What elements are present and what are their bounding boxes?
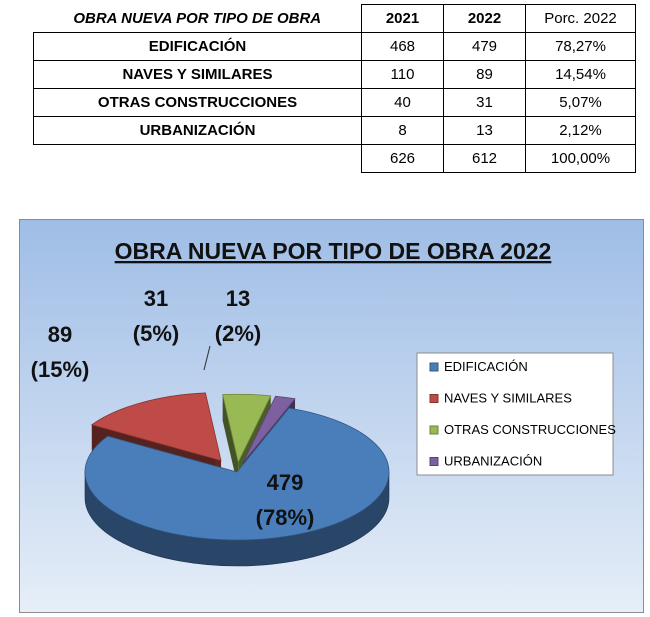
table-totals-row: 626 612 100,00% <box>34 144 636 173</box>
table-row: EDIFICACIÓN 468 479 78,27% <box>33 32 636 61</box>
data-label-value: 89 <box>48 322 72 347</box>
data-label-otras-construcciones: 31 (5%) <box>133 286 179 346</box>
data-label-percent: (5%) <box>133 321 179 346</box>
legend-label: EDIFICACIÓN <box>444 359 528 374</box>
legend-label: URBANIZACIÓN <box>444 454 542 469</box>
data-label-value: 31 <box>144 286 168 311</box>
cell-2022: 479 <box>443 32 526 61</box>
pie-slices <box>84 392 390 567</box>
row-label: EDIFICACIÓN <box>33 32 362 61</box>
legend-swatch <box>429 394 439 403</box>
chart-title: OBRA NUEVA POR TIPO DE OBRA 2022 <box>115 238 552 264</box>
data-label-percent: (78%) <box>256 505 315 530</box>
cell-percent: 78,27% <box>525 32 636 61</box>
pie-chart-svg: OBRA NUEVA POR TIPO DE OBRA 2022 479 (78%… <box>20 220 643 612</box>
cell-2021: 468 <box>361 32 444 61</box>
table-header-row: OBRA NUEVA POR TIPO DE OBRA 2021 2022 Po… <box>34 4 636 33</box>
cell-percent: 2,12% <box>525 116 636 145</box>
cell-2022: 13 <box>443 116 526 145</box>
col-header-2021: 2021 <box>361 4 444 33</box>
cell-2021: 8 <box>361 116 444 145</box>
total-percent: 100,00% <box>525 144 636 173</box>
total-2021: 626 <box>361 144 444 173</box>
data-labels: 479 (78%) 89 (15%) 31 (5%) 13 (2%) <box>31 286 315 530</box>
cell-2021: 110 <box>361 60 444 89</box>
col-header-percent: Porc. 2022 <box>525 4 636 33</box>
cell-percent: 5,07% <box>525 88 636 117</box>
data-label-value: 13 <box>226 286 250 311</box>
table-title: OBRA NUEVA POR TIPO DE OBRA <box>73 9 322 27</box>
leader-line <box>203 345 211 371</box>
legend-swatch <box>429 425 439 435</box>
cell-2022: 89 <box>443 60 526 89</box>
row-label: OTRAS CONSTRUCCIONES <box>33 88 362 117</box>
legend-item-otras-construcciones: OTRAS CONSTRUCCIONES <box>429 422 616 437</box>
legend-swatch <box>429 457 439 466</box>
legend-item-naves-y-similares: NAVES Y SIMILARES <box>429 391 572 406</box>
data-label-edificacion: 479 (78%) <box>256 470 315 530</box>
legend-swatch <box>429 362 439 372</box>
cell-percent: 14,54% <box>525 60 636 89</box>
legend-label: NAVES Y SIMILARES <box>444 391 572 406</box>
table-row: URBANIZACIÓN 8 13 2,12% <box>33 116 636 145</box>
table-row: OTRAS CONSTRUCCIONES 40 31 5,07% <box>33 88 636 117</box>
legend-label: OTRAS CONSTRUCCIONES <box>444 422 616 437</box>
pie-slice-edificacion <box>84 407 390 567</box>
legend: EDIFICACIÓN NAVES Y SIMILARES OTRAS CONSTR… <box>416 352 616 476</box>
data-label-percent: (2%) <box>215 321 261 346</box>
totals-spacer <box>34 145 362 173</box>
data-table: OBRA NUEVA POR TIPO DE OBRA 2021 2022 Po… <box>33 4 636 173</box>
pie-chart: OBRA NUEVA POR TIPO DE OBRA 2022 479 (78%… <box>19 219 644 613</box>
legend-box <box>416 352 614 476</box>
data-label-percent: (15%) <box>31 357 90 382</box>
data-label-value: 479 <box>267 470 304 495</box>
cell-2022: 31 <box>443 88 526 117</box>
data-label-urbanizacion: 13 (2%) <box>215 286 261 346</box>
col-header-2022: 2022 <box>443 4 526 33</box>
table-row: NAVES Y SIMILARES 110 89 14,54% <box>33 60 636 89</box>
total-2022: 612 <box>443 144 526 173</box>
data-label-naves-y-similares: 89 (15%) <box>31 322 90 382</box>
legend-item-edificacion: EDIFICACIÓN <box>429 359 528 374</box>
row-label: URBANIZACIÓN <box>33 116 362 145</box>
legend-item-urbanizacion: URBANIZACIÓN <box>429 454 542 469</box>
cell-2021: 40 <box>361 88 444 117</box>
row-label: NAVES Y SIMILARES <box>33 60 362 89</box>
